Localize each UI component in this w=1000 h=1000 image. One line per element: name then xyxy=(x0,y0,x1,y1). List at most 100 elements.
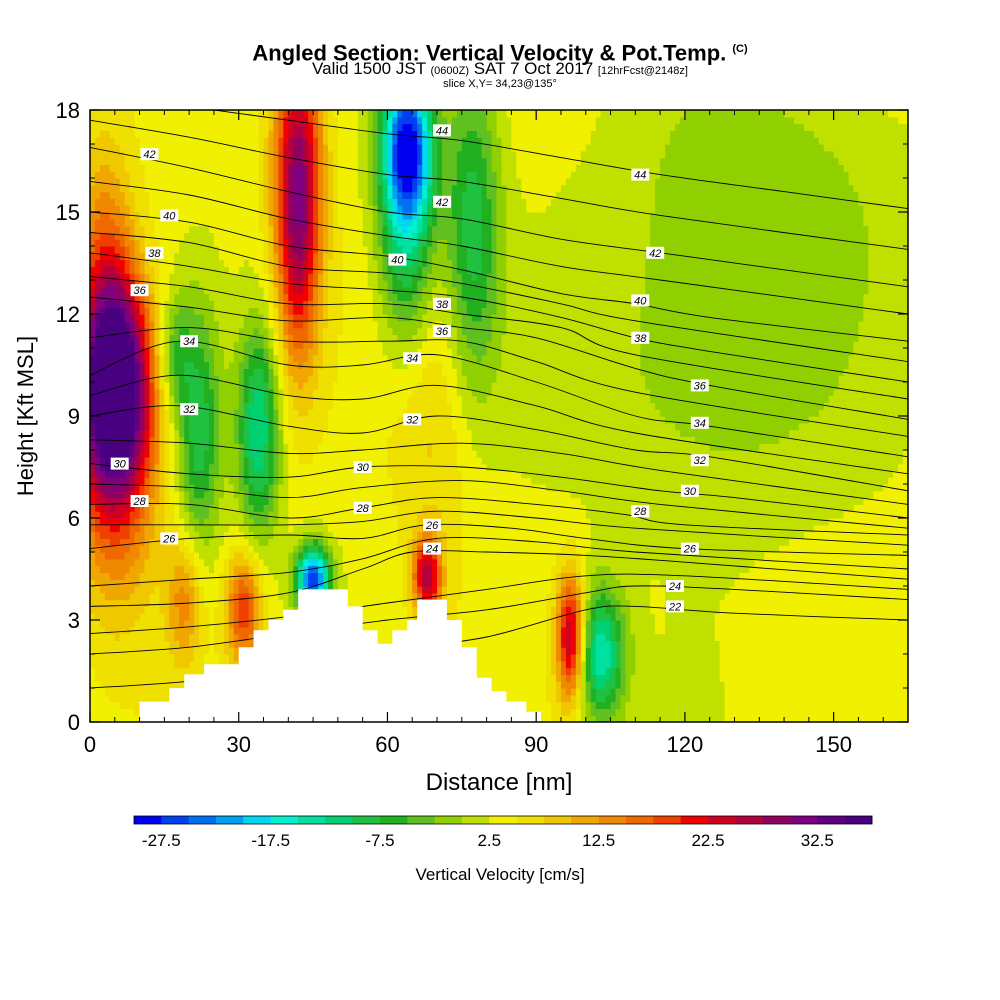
field-cell xyxy=(823,647,830,655)
field-cell xyxy=(848,715,855,722)
field-cell xyxy=(898,613,904,621)
field-cell xyxy=(813,592,820,601)
field-cell xyxy=(813,586,820,594)
field-cell xyxy=(704,606,711,614)
field-cell xyxy=(635,633,641,641)
field-cell xyxy=(560,694,567,703)
field-cell xyxy=(531,599,537,607)
field-cell xyxy=(689,688,696,696)
field-cell xyxy=(674,518,681,526)
field-cell xyxy=(526,647,532,655)
field-cell xyxy=(417,558,423,567)
field-cell xyxy=(674,626,681,635)
field-cell xyxy=(471,586,478,594)
field-cell xyxy=(541,586,547,594)
field-cell xyxy=(759,538,765,546)
field-cell xyxy=(169,647,175,655)
field-cell xyxy=(878,531,884,539)
field-cell xyxy=(645,701,651,709)
field-cell xyxy=(526,552,532,560)
field-cell xyxy=(630,674,636,682)
field-cell xyxy=(536,552,542,560)
field-cell xyxy=(719,701,726,709)
field-cell xyxy=(526,606,532,614)
field-cell xyxy=(823,599,830,607)
field-cell xyxy=(570,633,577,641)
field-cell xyxy=(818,674,825,682)
field-cell xyxy=(694,681,701,689)
field-cell xyxy=(536,620,542,628)
field-cell xyxy=(154,613,161,621)
field-cell xyxy=(674,640,681,648)
field-cell xyxy=(600,524,607,533)
field-cell xyxy=(94,620,101,628)
field-cell xyxy=(630,565,636,573)
field-cell xyxy=(531,572,537,580)
field-cell xyxy=(615,660,622,669)
field-cell xyxy=(873,647,879,655)
field-cell xyxy=(551,626,557,635)
field-cell xyxy=(704,545,711,553)
field-cell xyxy=(189,647,195,655)
field-cell xyxy=(650,606,656,614)
field-cell xyxy=(734,660,741,669)
field-cell xyxy=(541,674,547,682)
field-cell xyxy=(655,640,661,648)
field-cell xyxy=(739,565,745,573)
field-cell xyxy=(645,667,651,675)
field-cell xyxy=(595,626,602,635)
field-cell xyxy=(734,599,741,607)
field-cell xyxy=(124,538,131,546)
field-cell xyxy=(595,599,602,607)
field-cell xyxy=(744,660,750,669)
field-cell xyxy=(684,633,691,641)
field-cell xyxy=(813,633,820,641)
field-cell xyxy=(481,558,488,567)
field-cell xyxy=(893,688,899,696)
field-cell xyxy=(580,592,587,601)
field-cell xyxy=(620,708,627,716)
field-cell xyxy=(144,620,151,628)
field-cell xyxy=(863,667,869,675)
field-cell xyxy=(635,592,641,601)
field-cell xyxy=(655,626,661,635)
field-cell xyxy=(590,688,597,696)
field-cell xyxy=(114,626,121,635)
field-cell xyxy=(694,694,701,703)
field-cell xyxy=(521,606,527,614)
field-cell xyxy=(883,681,889,689)
field-cell xyxy=(134,558,141,567)
field-cell xyxy=(228,599,235,607)
field-cell xyxy=(427,538,433,546)
field-cell xyxy=(585,558,592,567)
field-cell xyxy=(789,654,795,662)
field-cell xyxy=(674,531,681,539)
field-cell xyxy=(833,558,840,567)
field-cell xyxy=(90,531,96,539)
field-cell xyxy=(803,572,810,580)
field-cell xyxy=(744,701,750,709)
field-cell xyxy=(893,524,899,533)
field-cell xyxy=(719,681,726,689)
field-cell xyxy=(99,565,106,573)
field-cell xyxy=(159,626,165,635)
field-cell xyxy=(486,654,493,662)
field-cell xyxy=(372,620,379,628)
field-cell xyxy=(640,701,646,709)
field-cell xyxy=(590,620,597,628)
field-cell xyxy=(798,715,805,722)
field-cell xyxy=(724,579,731,587)
field-cell xyxy=(332,572,339,580)
field-cell xyxy=(848,518,855,526)
field-cell xyxy=(888,660,894,669)
field-cell xyxy=(833,531,840,539)
field-cell xyxy=(803,565,810,573)
field-cell xyxy=(283,518,289,526)
field-cell xyxy=(620,674,627,682)
field-cell xyxy=(893,633,899,641)
field-cell xyxy=(694,606,701,614)
field-cell xyxy=(650,613,656,621)
field-cell xyxy=(779,524,785,533)
field-cell xyxy=(615,579,622,587)
field-cell xyxy=(699,538,706,546)
